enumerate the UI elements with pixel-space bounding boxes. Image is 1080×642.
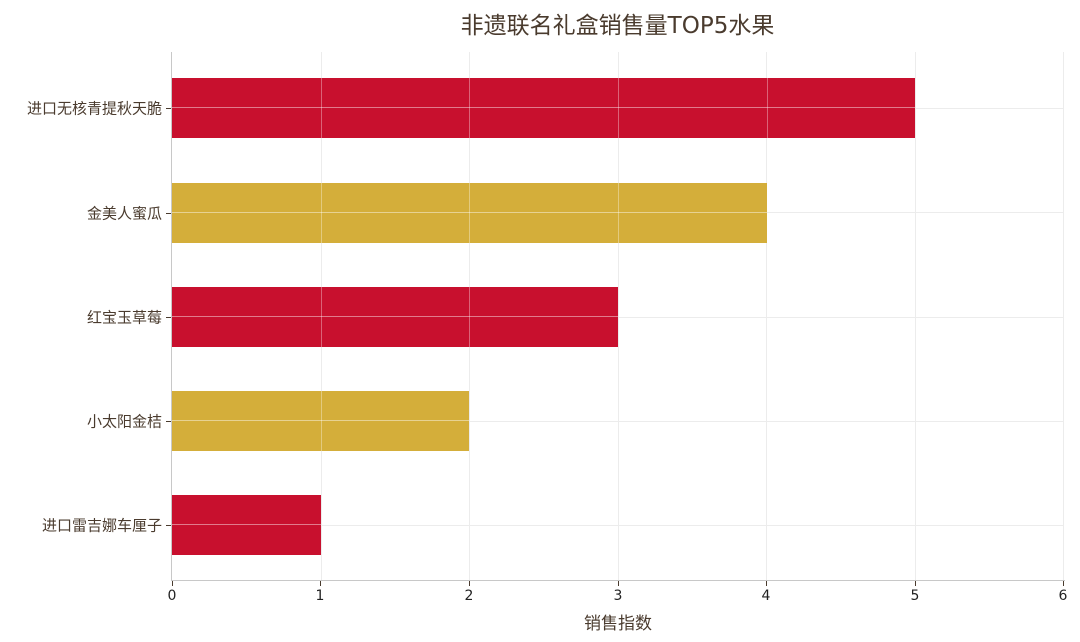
bar-grid-overlay <box>469 183 471 243</box>
x-tick-6 <box>1063 581 1064 586</box>
bar-3[interactable] <box>172 391 470 451</box>
bar-grid-overlay <box>469 287 471 347</box>
bar-grid-overlay <box>320 78 322 138</box>
plot-area <box>172 52 1064 580</box>
bar-grid-overlay <box>320 391 322 451</box>
grid-line-y3 <box>172 317 1064 318</box>
x-tick-label-0: 0 <box>167 588 177 604</box>
x-tick-3 <box>618 581 619 586</box>
y-axis-line <box>171 52 172 581</box>
x-tick-4 <box>766 581 767 586</box>
bar-4[interactable] <box>172 495 321 555</box>
x-tick-5 <box>915 581 916 586</box>
bar-grid-overlay <box>320 183 322 243</box>
grid-line-x6 <box>1063 52 1064 580</box>
x-tick-label-6: 6 <box>1058 588 1068 604</box>
bar-grid-overlay <box>469 78 471 138</box>
bar-grid-overlay <box>172 212 767 213</box>
grid-line-x4 <box>766 52 767 580</box>
x-axis-line <box>171 580 1065 581</box>
x-tick-2 <box>469 581 470 586</box>
grid-line-x3 <box>618 52 619 580</box>
y-label-0: 进口无核青提秋天脆 <box>26 99 162 118</box>
grid-line-x5 <box>915 52 916 580</box>
grid-line-y4 <box>172 421 1064 422</box>
x-tick-label-3: 3 <box>613 588 623 604</box>
bar-grid-overlay <box>172 316 618 317</box>
y-tick-0 <box>166 108 171 109</box>
y-tick-2 <box>166 317 171 318</box>
x-tick-1 <box>320 581 321 586</box>
bar-grid-overlay <box>172 107 916 108</box>
x-tick-label-4: 4 <box>761 588 771 604</box>
x-axis-title: 销售指数 <box>584 614 652 634</box>
bar-2[interactable] <box>172 287 618 347</box>
y-label-1: 金美人蜜瓜 <box>86 204 162 223</box>
bar-0[interactable] <box>172 78 916 138</box>
y-label-3: 小太阳金桔 <box>86 412 162 431</box>
bar-grid-overlay <box>618 78 619 138</box>
y-tick-3 <box>166 421 171 422</box>
y-label-2: 红宝玉草莓 <box>86 308 162 327</box>
y-tick-4 <box>166 525 171 526</box>
grid-line-y5 <box>172 525 1064 526</box>
bar-grid-overlay <box>172 420 470 421</box>
bar-grid-overlay <box>766 78 768 138</box>
y-label-4: 进口雷吉娜车厘子 <box>41 516 162 535</box>
y-tick-1 <box>166 213 171 214</box>
x-tick-0 <box>172 581 173 586</box>
x-tick-label-2: 2 <box>464 588 474 604</box>
chart-title: 非遗联名礼盒销售量TOP5水果 <box>460 13 775 39</box>
bar-grid-overlay <box>320 287 322 347</box>
bar-grid-overlay <box>172 524 321 525</box>
x-tick-label-5: 5 <box>910 588 920 604</box>
bar-grid-overlay <box>618 183 619 243</box>
bar-1[interactable] <box>172 183 767 243</box>
x-tick-label-1: 1 <box>315 588 325 604</box>
